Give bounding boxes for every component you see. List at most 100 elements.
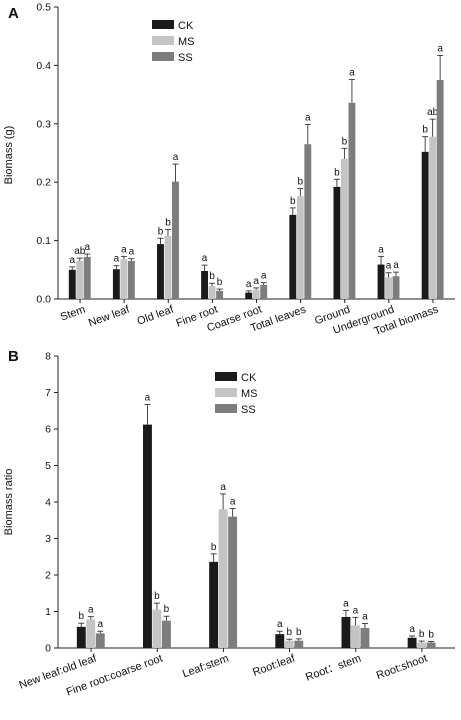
bar-ss: [162, 620, 171, 648]
legend-swatch-ck: [152, 20, 174, 29]
panel-a: A Biomass (g) 0.0 0.1 0.2 0.3 0.4 0.5 Stem New …: [3, 2, 455, 338]
x-tick-label: Root:shoot: [375, 653, 429, 682]
significance-letter: a: [173, 152, 179, 163]
bar-ms: [385, 277, 392, 299]
bar-ss: [348, 102, 356, 299]
x-tick-label: Old leaf: [136, 303, 177, 328]
panel-letter: B: [8, 348, 19, 365]
bar-ck: [201, 270, 209, 299]
x-tick-label: Stem: [59, 304, 87, 324]
significance-letter: a: [121, 244, 127, 255]
y-tick-label: 1: [45, 606, 51, 618]
bar-ss: [360, 627, 370, 648]
significance-letter: b: [422, 125, 428, 136]
legend: CK MS SS: [215, 372, 258, 416]
y-tick-label: 0.3: [36, 118, 51, 130]
bar-ck: [112, 269, 120, 299]
legend: CK MS SS: [152, 20, 195, 64]
significance-letter: a: [145, 393, 151, 404]
significance-letter: a: [69, 255, 75, 266]
bar-ms: [152, 609, 162, 648]
bar-ms: [284, 640, 294, 648]
bar-ss: [83, 256, 91, 299]
y-tick-label: 0.4: [36, 60, 51, 72]
significance-letter: b: [165, 218, 171, 229]
bar-ck: [289, 214, 297, 299]
bar-ms: [164, 235, 172, 299]
legend-label-ms: MS: [178, 36, 195, 48]
bar-ck: [209, 561, 219, 648]
bar-ss: [294, 640, 304, 648]
significance-letter: a: [386, 261, 392, 272]
significance-letter: b: [287, 627, 293, 638]
bar-ck: [157, 244, 164, 299]
bar-ms: [120, 259, 128, 299]
y-tick-label: 0.5: [36, 2, 51, 14]
bar-ms: [417, 642, 427, 648]
bar-ss: [304, 144, 312, 299]
significance-letter: a: [277, 619, 283, 630]
bar-ck: [407, 637, 417, 648]
y-tick-label: 7: [45, 387, 51, 399]
significance-letter: a: [98, 619, 104, 630]
y-tick-label: 0.0: [36, 294, 51, 306]
significance-letter: b: [342, 136, 348, 147]
bar-ms: [218, 509, 228, 648]
bar-ms: [76, 261, 84, 299]
y-tick-label: 8: [45, 351, 51, 363]
y-tick-label: 6: [45, 424, 51, 436]
legend-label-ck: CK: [241, 372, 257, 384]
significance-letter: b: [154, 591, 160, 602]
significance-letter: b: [298, 177, 304, 188]
bar-ck: [275, 634, 285, 648]
y-tick-label: 3: [45, 533, 51, 545]
bar-ck: [76, 626, 86, 648]
significance-letter: a: [253, 276, 259, 287]
significance-letter: a: [378, 244, 384, 255]
bar-ck: [421, 151, 429, 299]
significance-letter: ab: [74, 246, 86, 257]
bar-ck: [377, 264, 385, 299]
bar-ck: [245, 292, 253, 299]
significance-letter: b: [209, 271, 215, 282]
significance-letter: a: [261, 271, 267, 282]
bar-ms: [252, 289, 260, 299]
significance-letter: a: [246, 279, 252, 290]
significance-letter: a: [343, 598, 349, 609]
bar-ss: [260, 284, 268, 299]
bar-ss: [95, 633, 105, 648]
panel-letter: A: [8, 5, 19, 22]
significance-letter: a: [393, 260, 399, 271]
legend-label-ss: SS: [241, 404, 256, 416]
significance-letter: a: [305, 112, 311, 123]
significance-letter: b: [428, 629, 434, 640]
bar-ms: [351, 625, 360, 648]
legend-label-ss: SS: [178, 52, 193, 64]
significance-letter: b: [334, 167, 340, 178]
legend-swatch-ms: [152, 36, 174, 45]
bar-ck: [341, 616, 351, 648]
x-tick-label: Root:leaf: [251, 652, 297, 679]
significance-letter: a: [84, 242, 90, 253]
y-tick-label: 5: [45, 460, 51, 472]
significance-letter: a: [409, 624, 415, 635]
legend-swatch-ck: [215, 372, 237, 381]
significance-letter: b: [419, 629, 425, 640]
y-tick-label: 2: [45, 570, 51, 582]
significance-letter: a: [230, 497, 236, 508]
x-tick-label: Root：stem: [304, 653, 363, 684]
significance-letter: a: [129, 247, 135, 258]
bar-ms: [429, 136, 437, 299]
significance-letter: b: [211, 542, 217, 553]
bar-ck: [333, 186, 341, 299]
x-tick-label: Leaf:stem: [181, 653, 231, 681]
significance-letter: a: [220, 482, 226, 493]
significance-letter: a: [88, 605, 94, 616]
bar-ck: [143, 424, 152, 648]
significance-letter: ab: [427, 107, 439, 118]
significance-letter: b: [164, 604, 170, 615]
legend-swatch-ss: [215, 404, 237, 413]
